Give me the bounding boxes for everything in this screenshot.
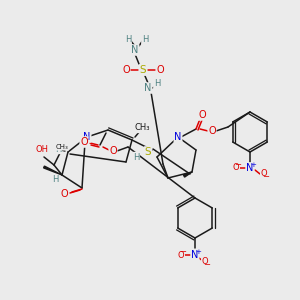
Text: −: −: [203, 260, 211, 269]
Text: N: N: [144, 83, 152, 93]
Text: +: +: [250, 162, 256, 168]
Text: OH: OH: [35, 146, 49, 154]
Text: H: H: [133, 152, 139, 161]
Text: N: N: [131, 45, 139, 55]
Text: O: O: [80, 137, 88, 147]
Text: H: H: [125, 35, 131, 44]
Text: O: O: [198, 110, 206, 120]
Text: O: O: [233, 164, 239, 172]
Text: N: N: [174, 132, 182, 142]
Text: CH₃: CH₃: [134, 124, 150, 133]
Text: H: H: [154, 80, 160, 88]
Text: H: H: [52, 176, 58, 184]
Text: O: O: [60, 189, 68, 199]
Text: H: H: [142, 35, 148, 44]
Text: H: H: [55, 145, 61, 154]
Text: N: N: [83, 132, 91, 142]
Text: O: O: [261, 169, 267, 178]
Text: O: O: [208, 126, 216, 136]
Polygon shape: [44, 166, 62, 175]
Text: +: +: [195, 249, 201, 255]
Text: −: −: [235, 160, 242, 169]
Text: CH₃: CH₃: [56, 144, 68, 150]
Polygon shape: [183, 172, 192, 177]
Text: O: O: [109, 146, 117, 156]
Text: S: S: [140, 65, 146, 75]
Text: O: O: [178, 250, 184, 260]
Text: N: N: [191, 250, 199, 260]
Text: −: −: [262, 172, 269, 182]
Text: −: −: [179, 248, 187, 256]
Text: O: O: [156, 65, 164, 75]
Text: N: N: [246, 163, 254, 173]
Text: O: O: [202, 257, 208, 266]
Text: O: O: [122, 65, 130, 75]
Text: S: S: [145, 147, 151, 157]
